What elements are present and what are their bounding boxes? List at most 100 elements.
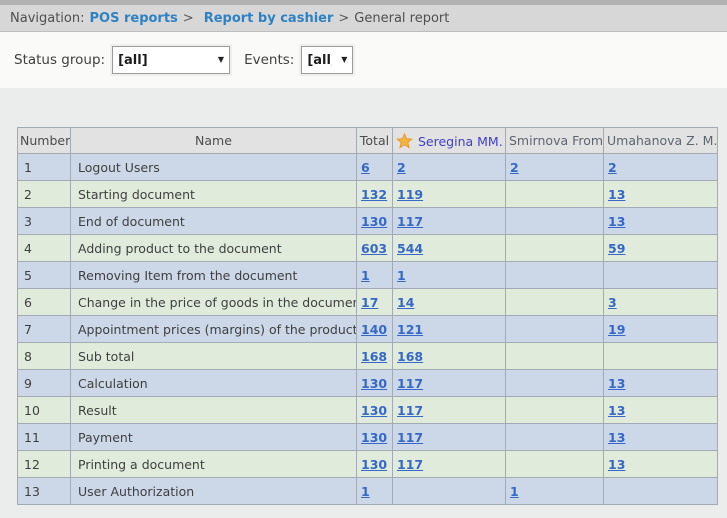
event-name: Result	[71, 397, 357, 424]
column-header-number: Number	[18, 128, 71, 154]
event-name: Adding product to the document	[71, 235, 357, 262]
status-group-select-wrap: [all] ▼	[112, 46, 230, 74]
umahanova-cell: 13	[604, 424, 718, 451]
table-row: 1 Logout Users 6 2 2 2	[18, 154, 718, 181]
total-cell: 130	[357, 208, 393, 235]
count-link[interactable]: 117	[397, 430, 423, 445]
smirnova-cell	[506, 208, 604, 235]
total-cell: 140	[357, 316, 393, 343]
count-link[interactable]: 1	[361, 268, 370, 283]
count-link[interactable]: 168	[397, 349, 423, 364]
count-link[interactable]: 117	[397, 376, 423, 391]
count-link[interactable]: 13	[608, 403, 625, 418]
seregina-cell: 117	[393, 451, 506, 478]
table-row: 7 Appointment prices (margins) of the pr…	[18, 316, 718, 343]
count-link[interactable]: 2	[397, 160, 406, 175]
row-number: 2	[18, 181, 71, 208]
count-link[interactable]: 544	[397, 241, 423, 256]
count-link[interactable]: 603	[361, 241, 387, 256]
smirnova-cell	[506, 235, 604, 262]
row-number: 7	[18, 316, 71, 343]
total-cell: 168	[357, 343, 393, 370]
count-link[interactable]: 6	[361, 160, 370, 175]
breadcrumb-link-report-by-cashier[interactable]: Report by cashier	[204, 11, 334, 26]
table-row: 5 Removing Item from the document 1 1	[18, 262, 718, 289]
row-number: 9	[18, 370, 71, 397]
count-link[interactable]: 2	[510, 160, 519, 175]
seregina-cell: 117	[393, 370, 506, 397]
column-header-smirnova: Smirnova From.	[506, 128, 604, 154]
table-row: 3 End of document 130 117 13	[18, 208, 718, 235]
seregina-cell: 117	[393, 397, 506, 424]
smirnova-cell: 2	[506, 154, 604, 181]
column-header-umahanova: Umahanova Z. M.	[604, 128, 718, 154]
row-number: 6	[18, 289, 71, 316]
count-link[interactable]: 59	[608, 241, 625, 256]
smirnova-cell	[506, 262, 604, 289]
event-name: Starting document	[71, 181, 357, 208]
row-number: 5	[18, 262, 71, 289]
count-link[interactable]: 13	[608, 376, 625, 391]
row-number: 3	[18, 208, 71, 235]
event-name: Sub total	[71, 343, 357, 370]
count-link[interactable]: 119	[397, 187, 423, 202]
count-link[interactable]: 13	[608, 457, 625, 472]
seregina-cell: 119	[393, 181, 506, 208]
cashier-link-seregina[interactable]: Seregina MM.	[418, 134, 503, 149]
count-link[interactable]: 2	[608, 160, 617, 175]
total-cell: 17	[357, 289, 393, 316]
events-select-wrap: [all] ▼	[301, 46, 353, 74]
count-link[interactable]: 13	[608, 430, 625, 445]
seregina-cell: 121	[393, 316, 506, 343]
event-name: Appointment prices (margins) of the prod…	[71, 316, 357, 343]
count-link[interactable]: 168	[361, 349, 387, 364]
smirnova-cell	[506, 316, 604, 343]
breadcrumb-link-pos-reports[interactable]: POS reports	[90, 11, 178, 26]
event-name: Removing Item from the document	[71, 262, 357, 289]
umahanova-cell: 3	[604, 289, 718, 316]
breadcrumb-current-page: General report	[354, 11, 449, 26]
events-select[interactable]: [all]	[301, 46, 353, 74]
umahanova-cell	[604, 262, 718, 289]
count-link[interactable]: 1	[361, 484, 370, 499]
count-link[interactable]: 130	[361, 214, 387, 229]
smirnova-cell	[506, 181, 604, 208]
count-link[interactable]: 13	[608, 187, 625, 202]
count-link[interactable]: 130	[361, 376, 387, 391]
row-number: 12	[18, 451, 71, 478]
count-link[interactable]: 1	[397, 268, 406, 283]
count-link[interactable]: 13	[608, 214, 625, 229]
count-link[interactable]: 132	[361, 187, 387, 202]
count-link[interactable]: 140	[361, 322, 387, 337]
count-link[interactable]: 1	[510, 484, 519, 499]
count-link[interactable]: 130	[361, 457, 387, 472]
count-link[interactable]: 3	[608, 295, 617, 310]
count-link[interactable]: 117	[397, 457, 423, 472]
table-row: 8 Sub total 168 168	[18, 343, 718, 370]
count-link[interactable]: 14	[397, 295, 414, 310]
table-row: 2 Starting document 132 119 13	[18, 181, 718, 208]
smirnova-cell	[506, 397, 604, 424]
status-group-select[interactable]: [all]	[112, 46, 230, 74]
seregina-cell: 544	[393, 235, 506, 262]
filter-bar: Status group: [all] ▼ Events: [all] ▼	[0, 32, 727, 88]
count-link[interactable]: 121	[397, 322, 423, 337]
total-cell: 603	[357, 235, 393, 262]
total-cell: 130	[357, 370, 393, 397]
count-link[interactable]: 117	[397, 214, 423, 229]
smirnova-cell	[506, 451, 604, 478]
count-link[interactable]: 130	[361, 430, 387, 445]
count-link[interactable]: 17	[361, 295, 378, 310]
total-cell: 132	[357, 181, 393, 208]
umahanova-cell: 13	[604, 181, 718, 208]
umahanova-cell: 19	[604, 316, 718, 343]
row-number: 4	[18, 235, 71, 262]
table-row: 4 Adding product to the document 603 544…	[18, 235, 718, 262]
event-name: End of document	[71, 208, 357, 235]
total-cell: 6	[357, 154, 393, 181]
total-cell: 130	[357, 424, 393, 451]
count-link[interactable]: 130	[361, 403, 387, 418]
count-link[interactable]: 117	[397, 403, 423, 418]
count-link[interactable]: 19	[608, 322, 625, 337]
row-number: 1	[18, 154, 71, 181]
